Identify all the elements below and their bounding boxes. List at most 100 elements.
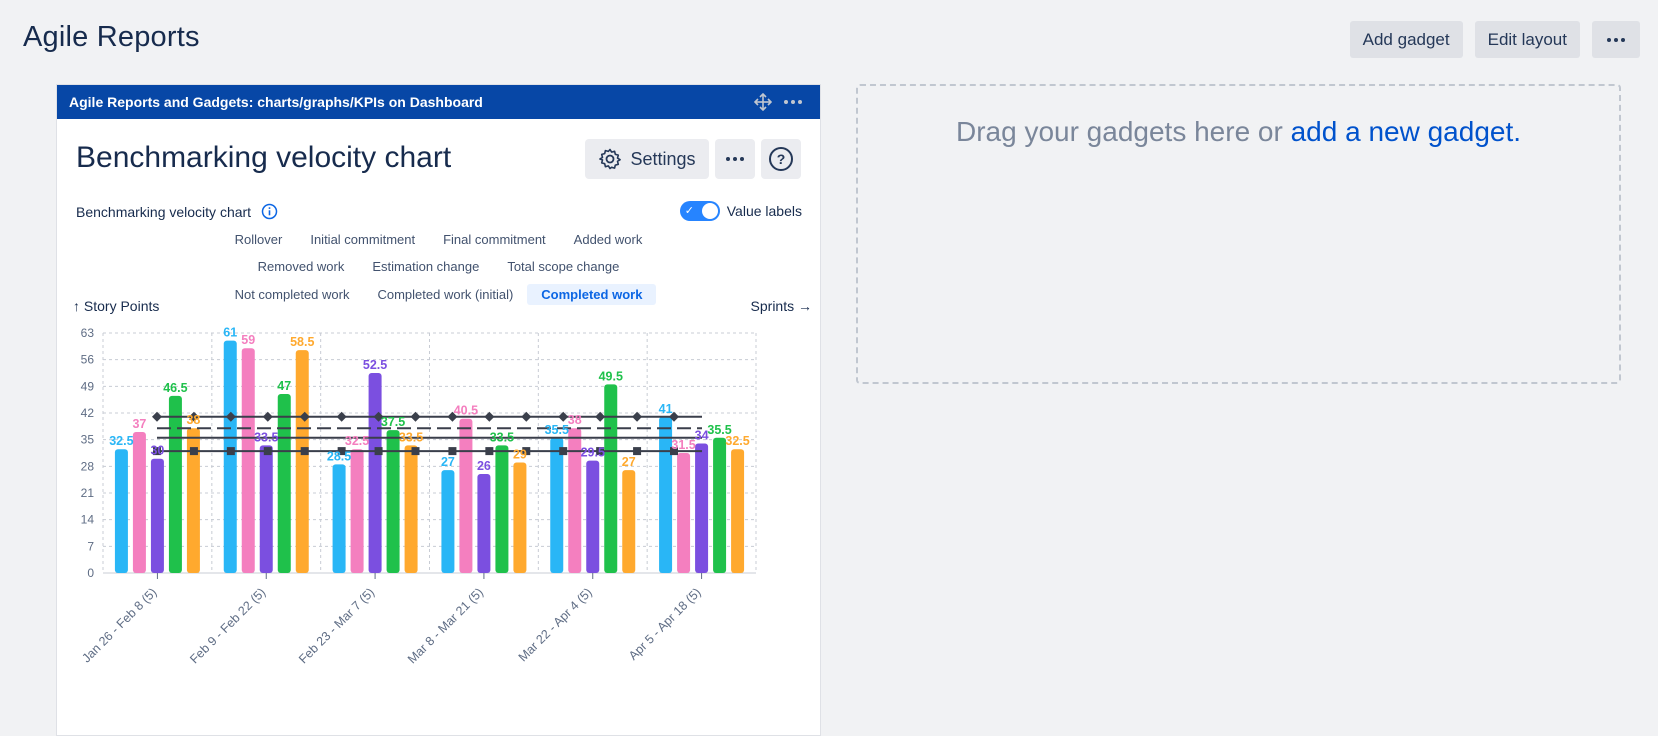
reference-marker: [262, 411, 273, 422]
bar: [368, 373, 382, 573]
reference-marker: [522, 447, 531, 456]
legend-item-not-completed-work[interactable]: Not completed work: [234, 287, 350, 302]
y-tick-label: 14: [81, 513, 95, 527]
more-horizontal-icon: [726, 157, 744, 161]
gadget-dropzone[interactable]: Drag your gadgets here or add a new gadg…: [856, 84, 1621, 384]
bar: [604, 384, 618, 573]
bar-value-label: 38: [568, 413, 582, 427]
bar-value-label: 37.5: [381, 415, 405, 429]
value-labels-toggle[interactable]: ✓: [679, 201, 720, 221]
x-tick-label: Jan 26 - Feb 8 (5): [79, 585, 159, 665]
gadget-header: Agile Reports and Gadgets: charts/graphs…: [57, 85, 820, 119]
reference-marker: [299, 411, 310, 422]
reference-marker: [337, 447, 346, 456]
legend-item-added-work[interactable]: Added work: [573, 232, 643, 247]
x-tick-label: Feb 23 - Mar 7 (5): [296, 585, 377, 666]
bar-value-label: 32.5: [725, 434, 749, 448]
settings-button[interactable]: Settings: [585, 139, 709, 179]
add-new-gadget-link[interactable]: add a new gadget.: [1290, 116, 1522, 147]
bar: [659, 416, 673, 573]
bar: [332, 464, 346, 573]
bar: [731, 449, 745, 573]
legend-item-completed-work-initial[interactable]: Completed work (initial): [377, 287, 514, 302]
more-horizontal-icon: [1607, 37, 1625, 42]
y-tick-label: 28: [81, 459, 95, 473]
legend-item-final-commitment[interactable]: Final commitment: [443, 232, 546, 247]
bar: [713, 437, 727, 573]
y-tick-label: 63: [81, 326, 95, 340]
legend-item-removed-work[interactable]: Removed work: [257, 259, 345, 274]
bar-value-label: 46.5: [163, 381, 187, 395]
gadget-menu-icon[interactable]: [784, 100, 802, 104]
bar-value-label: 29: [513, 448, 527, 462]
bar-value-label: 38: [186, 413, 200, 427]
bar-value-label: 33.5: [254, 430, 278, 444]
chart-subtitle: Benchmarking velocity chart: [76, 203, 278, 220]
reference-marker: [484, 411, 495, 422]
reference-marker: [263, 447, 272, 456]
check-icon: ✓: [684, 205, 694, 217]
y-tick-label: 7: [87, 539, 94, 553]
bar-value-label: 30: [150, 444, 164, 458]
reference-marker: [336, 411, 347, 422]
reference-marker: [669, 411, 679, 422]
reference-marker: [410, 411, 421, 422]
add-gadget-button[interactable]: Add gadget: [1349, 21, 1463, 58]
bar-value-label: 41: [659, 402, 673, 416]
reference-marker: [448, 447, 457, 456]
legend-item-completed-work[interactable]: Completed work: [527, 284, 657, 305]
bar-value-label: 33.5: [490, 430, 514, 444]
reference-marker: [153, 447, 161, 456]
help-button[interactable]: ?: [761, 139, 801, 179]
y-tick-label: 42: [81, 406, 95, 420]
legend-item-rollover[interactable]: Rollover: [234, 232, 283, 247]
y-axis-caption: ↑ Story Points: [73, 298, 160, 314]
x-axis-caption: Sprints →: [750, 298, 812, 314]
legend-item-initial-commitment[interactable]: Initial commitment: [310, 232, 416, 247]
reference-marker: [374, 447, 383, 456]
edit-layout-button[interactable]: Edit layout: [1474, 21, 1580, 58]
chart-subtitle-text: Benchmarking velocity chart: [76, 203, 252, 220]
legend-item-total-scope-change[interactable]: Total scope change: [507, 259, 620, 274]
info-icon[interactable]: [261, 203, 278, 220]
more-actions-button[interactable]: [1592, 21, 1640, 58]
dropzone-text: Drag your gadgets here or: [955, 116, 1291, 147]
y-tick-label: 0: [87, 566, 94, 580]
help-icon: ?: [769, 147, 793, 171]
bar-value-label: 31.5: [671, 438, 695, 452]
bar-value-label: 34: [695, 428, 709, 442]
bar-value-label: 37: [132, 417, 146, 431]
x-tick-label: Feb 9 - Feb 22 (5): [187, 585, 268, 666]
velocity-gadget: Agile Reports and Gadgets: charts/graphs…: [56, 84, 821, 736]
bar-value-label: 52.5: [363, 358, 387, 372]
x-tick-label: Mar 22 - Apr 4 (5): [516, 585, 595, 664]
bar: [568, 428, 582, 573]
bar-value-label: 47: [277, 379, 291, 393]
page-actions: Add gadget Edit layout: [1349, 21, 1640, 58]
chart-more-button[interactable]: [715, 139, 755, 179]
reference-marker: [595, 411, 606, 422]
bar: [350, 449, 364, 573]
bar: [386, 430, 400, 573]
bar-value-label: 32.5: [345, 434, 369, 448]
reference-marker: [633, 447, 642, 456]
move-icon[interactable]: [754, 93, 772, 111]
chart-title: Benchmarking velocity chart: [76, 141, 452, 174]
bar: [695, 443, 709, 573]
bar: [241, 348, 255, 573]
bar: [168, 395, 182, 573]
y-tick-label: 21: [81, 486, 95, 500]
bar-value-label: 49.5: [599, 369, 623, 383]
legend-item-estimation-change[interactable]: Estimation change: [372, 259, 480, 274]
bar-value-label: 35.5: [707, 423, 731, 437]
bar: [459, 418, 473, 573]
bar: [550, 437, 564, 573]
reference-marker: [596, 447, 605, 456]
velocity-chart: 0 7 14 21 28 35 42 49 56 63 Jan 26 - Feb 8 (5) Feb …: [79, 326, 757, 666]
settings-label: Settings: [630, 148, 696, 169]
y-tick-label: 35: [81, 433, 95, 447]
bar-value-label: 61: [223, 326, 237, 340]
bar: [259, 445, 273, 573]
bar: [223, 340, 237, 573]
x-tick-label: Mar 8 - Mar 21 (5): [405, 585, 486, 666]
